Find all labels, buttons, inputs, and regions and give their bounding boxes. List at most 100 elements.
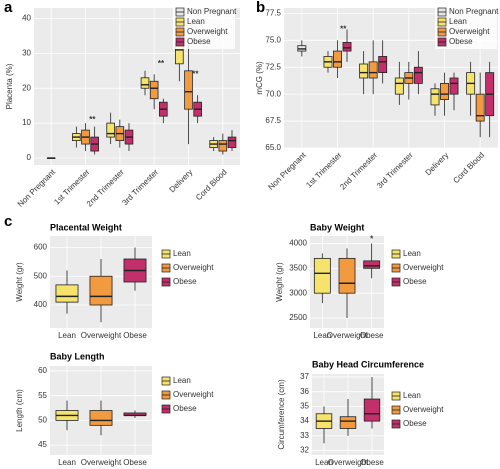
- y-tick-label: 10: [22, 118, 31, 127]
- chart-title: Baby Head Circumference: [312, 359, 424, 369]
- y-tick-label: 4000: [289, 239, 307, 248]
- x-tick-label: Overweight: [81, 458, 122, 467]
- x-tick-label: 3rd Trimester: [120, 167, 160, 207]
- y-tick-label: 33: [300, 431, 309, 440]
- x-tick-label: Lean: [58, 458, 76, 467]
- y-tick-label: 30: [22, 48, 31, 57]
- x-tick-label: 3rd Trimester: [375, 150, 415, 190]
- legend-label: Obese: [173, 277, 197, 286]
- y-tick-label: 65.0: [265, 143, 281, 152]
- box: [359, 63, 369, 79]
- box: [413, 66, 423, 84]
- box: [227, 136, 237, 148]
- annotation: *: [370, 235, 374, 244]
- legend-label: Overweight: [173, 390, 214, 399]
- x-tick-label: Non Pregnant: [16, 167, 58, 209]
- box: [149, 80, 159, 100]
- x-tick-label: Overweight: [327, 331, 368, 340]
- y-tick-label: 34: [300, 416, 309, 425]
- box: [363, 260, 381, 269]
- legend-label: Obese: [187, 37, 211, 46]
- legend-label: Overweight: [449, 27, 490, 36]
- y-axis-label: Length (cm): [15, 389, 24, 432]
- annotation: **: [192, 69, 199, 78]
- chart-title: Baby Weight: [310, 222, 364, 232]
- box: [218, 140, 228, 152]
- y-tick-label: 600: [34, 243, 48, 252]
- x-tick-label: Lean: [313, 331, 331, 340]
- x-tick-label: Obese: [360, 331, 384, 340]
- x-tick-label: Overweight: [81, 331, 122, 340]
- x-tick-label: Lean: [315, 458, 333, 467]
- box: [394, 77, 404, 95]
- legend-label: Lean: [403, 391, 421, 400]
- box: [363, 398, 381, 422]
- legend-label: Obese: [403, 277, 427, 286]
- box: [140, 77, 150, 89]
- box: [106, 122, 115, 138]
- x-tick-label: Overweight: [328, 458, 369, 467]
- x-tick-label: Lean: [58, 331, 76, 340]
- legend-label: Lean: [173, 249, 191, 258]
- y-tick-label: 50: [38, 415, 47, 424]
- legend-label: Overweight: [173, 263, 214, 272]
- box: [378, 56, 388, 74]
- y-tick-label: 0: [27, 153, 32, 162]
- y-tick-label: 60: [38, 366, 47, 375]
- box: [339, 416, 357, 429]
- box: [89, 410, 113, 426]
- box: [475, 93, 485, 122]
- annotation: **: [158, 59, 165, 68]
- annotation: **: [89, 115, 96, 124]
- panel-label: a: [4, 0, 13, 16]
- legend-label: Overweight: [187, 27, 228, 36]
- legend-label: Lean: [173, 376, 191, 385]
- box: [449, 77, 459, 95]
- chart-title: Baby Length: [50, 351, 105, 361]
- box: [440, 82, 449, 100]
- y-tick-label: 70.0: [265, 89, 281, 98]
- y-tick-label: 72.5: [265, 62, 281, 71]
- panel-label: b: [256, 0, 265, 16]
- legend-label: Non Pregnant: [449, 7, 499, 16]
- x-tick-label: Delivery: [424, 151, 451, 178]
- y-tick-label: 36: [300, 387, 309, 396]
- legend-label: Obese: [449, 37, 473, 46]
- y-tick-label: 400: [34, 300, 48, 309]
- box: [338, 257, 356, 294]
- x-tick-label: Obese: [360, 458, 384, 467]
- box: [430, 88, 440, 106]
- panel-label: c: [4, 213, 12, 230]
- y-tick-label: 3500: [289, 263, 307, 272]
- y-tick-label: 35: [300, 402, 309, 411]
- y-axis-label: Circumference (cm): [277, 379, 286, 450]
- y-axis-label: mCG (%): [255, 61, 264, 95]
- x-tick-label: 1st Trimester: [304, 150, 343, 189]
- legend-label: Obese: [173, 404, 197, 413]
- y-tick-label: 75.0: [265, 35, 281, 44]
- y-tick-label: 3000: [289, 288, 307, 297]
- y-tick-label: 55: [38, 391, 47, 400]
- y-axis-label: Weight (gr): [15, 262, 24, 302]
- y-axis-label: Weight (gr): [275, 262, 284, 302]
- legend-label: Obese: [403, 419, 427, 428]
- legend-label: Lean: [449, 17, 467, 26]
- annotation: **: [340, 25, 347, 34]
- y-tick-label: 37: [300, 372, 309, 381]
- y-tick-label: 32: [300, 446, 309, 455]
- x-tick-label: 2nd Trimester: [338, 150, 379, 191]
- legend-label: Lean: [187, 17, 205, 26]
- box: [313, 257, 331, 294]
- y-tick-label: 40: [22, 14, 31, 23]
- box: [55, 284, 79, 303]
- x-tick-label: Obese: [123, 458, 147, 467]
- box: [89, 275, 113, 306]
- y-tick-label: 67.5: [265, 116, 281, 125]
- legend-label: Lean: [403, 249, 421, 258]
- y-tick-label: 20: [22, 83, 31, 92]
- x-tick-label: Non Pregnant: [266, 150, 308, 192]
- legend-label: Overweight: [403, 405, 444, 414]
- legend-label: Overweight: [403, 263, 444, 272]
- box: [333, 50, 342, 68]
